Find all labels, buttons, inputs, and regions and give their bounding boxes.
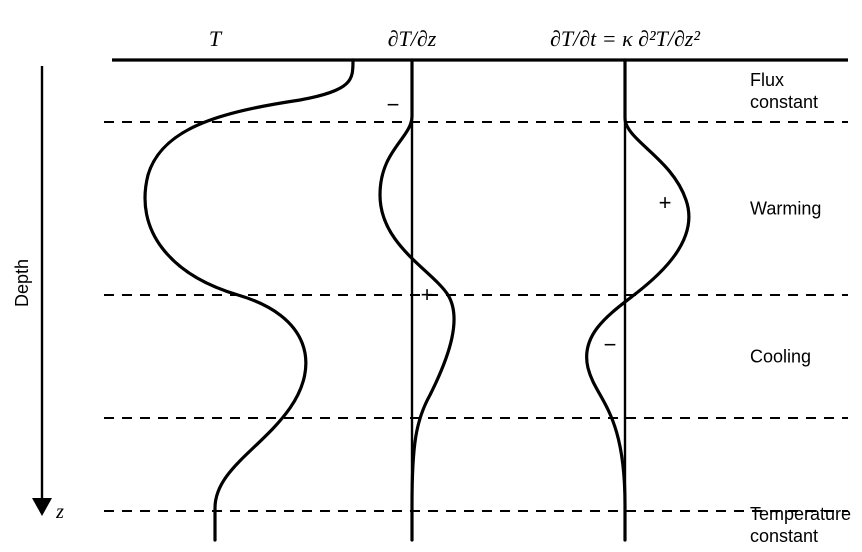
label-temperature-constant-2: constant xyxy=(750,526,818,546)
depth-arrow-head xyxy=(32,498,52,516)
column-label-dTdz: ∂T/∂z xyxy=(388,26,437,51)
curve-T xyxy=(145,60,353,540)
label-cooling: Cooling xyxy=(750,347,811,367)
curve-d2Tdz2 xyxy=(587,60,689,540)
label-temperature-constant-1: Temperature xyxy=(750,504,851,524)
curve-dTdz xyxy=(380,60,454,540)
label-flux-constant-2: constant xyxy=(750,92,818,112)
sign-d2-mid: − xyxy=(604,332,617,357)
column-label-d2Tdz2: ∂T/∂t = κ ∂²T/∂z² xyxy=(550,26,700,51)
diagram-root: Depth z T ∂T/∂z ∂T/∂t = κ ∂²T/∂z² − + + … xyxy=(0,0,862,552)
row-labels: Flux constant Warming Cooling Temperatur… xyxy=(750,70,851,546)
column-label-T: T xyxy=(209,26,223,51)
label-warming: Warming xyxy=(750,199,821,219)
dashed-rows xyxy=(104,122,848,511)
z-axis-label: z xyxy=(55,501,64,523)
label-flux-constant-1: Flux xyxy=(750,70,784,90)
depth-axis: Depth z xyxy=(12,66,64,523)
sign-dTdz-mid: + xyxy=(421,282,434,307)
sign-dTdz-top: − xyxy=(387,92,400,117)
sign-d2-top: + xyxy=(659,190,672,215)
depth-label: Depth xyxy=(12,259,32,307)
